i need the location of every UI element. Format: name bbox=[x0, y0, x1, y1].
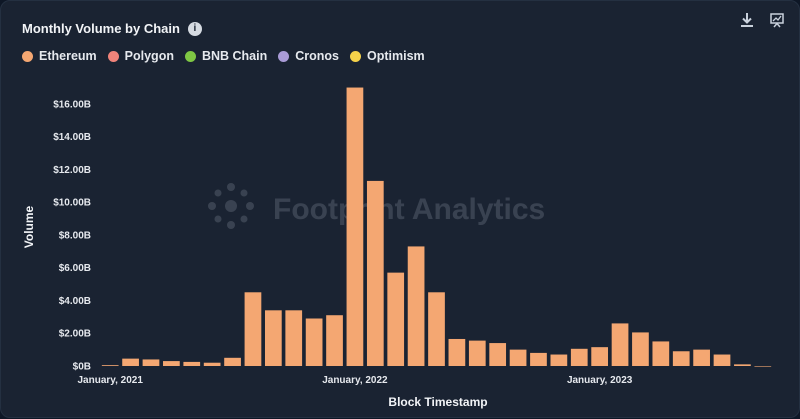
x-tick-label: January, 2021 bbox=[77, 375, 143, 386]
bar-2022-08[interactable] bbox=[489, 343, 507, 366]
legend-dot bbox=[278, 50, 290, 62]
y-tick-label: $4.00B bbox=[59, 296, 91, 307]
bar-2022-12[interactable] bbox=[570, 348, 588, 366]
legend-dot bbox=[350, 50, 361, 62]
bar-2022-04[interactable] bbox=[407, 246, 425, 366]
x-tick-label: January, 2022 bbox=[322, 375, 388, 386]
bar-2022-10[interactable] bbox=[530, 352, 547, 366]
legend-label: Cronos bbox=[295, 49, 339, 63]
bar-2023-07[interactable] bbox=[713, 354, 731, 366]
bar-2021-05[interactable] bbox=[183, 361, 201, 366]
y-tick-label: $2.00B bbox=[59, 329, 91, 340]
bar-2021-09[interactable] bbox=[264, 310, 282, 366]
legend-dot bbox=[184, 50, 196, 62]
legend-item-ethereum[interactable]: Ethereum bbox=[22, 49, 97, 63]
legend-item-optimism[interactable]: Optimism bbox=[350, 49, 425, 63]
legend: Ethereum Polygon BNB Chain Cronos Optimi… bbox=[22, 49, 425, 63]
legend-label: Ethereum bbox=[39, 49, 97, 63]
bar-2021-03[interactable] bbox=[142, 359, 160, 366]
chart-header: Monthly Volume by Chain i bbox=[22, 21, 202, 36]
legend-dot bbox=[107, 50, 119, 62]
legend-dot bbox=[22, 50, 33, 62]
bar-2023-03[interactable] bbox=[632, 332, 649, 366]
svg-text:Footprint Analytics: Footprint Analytics bbox=[273, 193, 545, 226]
bar-2022-06[interactable] bbox=[448, 338, 466, 366]
chart-title: Monthly Volume by Chain bbox=[22, 21, 180, 36]
bar-2021-11[interactable] bbox=[305, 318, 323, 367]
legend-item-bnb-chain[interactable]: BNB Chain bbox=[184, 49, 268, 63]
bar-2021-08[interactable] bbox=[244, 292, 262, 366]
y-tick-label: $0B bbox=[73, 362, 91, 373]
legend-label: BNB Chain bbox=[201, 49, 268, 63]
bar-2023-01[interactable] bbox=[591, 347, 609, 366]
bar-2021-10[interactable] bbox=[285, 310, 303, 366]
chart-toolbar bbox=[739, 12, 785, 28]
y-tick-label: $12.00B bbox=[53, 165, 91, 176]
chart-export-icon[interactable] bbox=[769, 12, 785, 28]
legend-item-polygon[interactable]: Polygon bbox=[107, 49, 174, 63]
legend-label: Polygon bbox=[124, 49, 174, 63]
legend-item-cronos[interactable]: Cronos bbox=[278, 49, 339, 63]
legend-label: Optimism bbox=[367, 49, 425, 63]
watermark: Footprint Analytics bbox=[208, 183, 545, 229]
bar-2022-09[interactable] bbox=[509, 349, 527, 366]
bar-2021-01[interactable] bbox=[101, 365, 119, 366]
y-axis-title: Volume bbox=[22, 205, 36, 248]
bar-2023-06[interactable] bbox=[693, 349, 710, 366]
bar-2023-02[interactable] bbox=[611, 323, 629, 366]
bar-2022-01[interactable] bbox=[346, 87, 364, 366]
info-icon[interactable]: i bbox=[187, 21, 202, 36]
download-icon[interactable] bbox=[739, 12, 755, 28]
bar-2021-12[interactable] bbox=[326, 315, 343, 366]
bar-2022-07[interactable] bbox=[468, 340, 486, 366]
bar-2022-03[interactable] bbox=[387, 272, 405, 366]
bar-2021-06[interactable] bbox=[203, 362, 221, 366]
bar-2022-11[interactable] bbox=[550, 354, 568, 366]
y-tick-label: $16.00B bbox=[53, 99, 91, 110]
y-tick-label: $6.00B bbox=[59, 263, 91, 274]
bar-2022-05[interactable] bbox=[428, 292, 445, 366]
bar-2023-09[interactable] bbox=[754, 366, 772, 367]
bar-2023-08[interactable] bbox=[734, 364, 751, 366]
bar-2023-04[interactable] bbox=[652, 341, 670, 366]
x-tick-label: January, 2023 bbox=[567, 375, 633, 386]
bar-2021-02[interactable] bbox=[122, 358, 139, 366]
x-axis-title: Block Timestamp bbox=[388, 395, 487, 409]
bar-2022-02[interactable] bbox=[366, 180, 384, 366]
bar-2021-07[interactable] bbox=[224, 357, 241, 366]
bar-2021-04[interactable] bbox=[163, 361, 180, 366]
bar-2023-05[interactable] bbox=[672, 351, 690, 366]
y-tick-label: $10.00B bbox=[53, 198, 91, 209]
y-tick-label: $14.00B bbox=[53, 132, 91, 143]
y-tick-label: $8.00B bbox=[59, 230, 91, 241]
